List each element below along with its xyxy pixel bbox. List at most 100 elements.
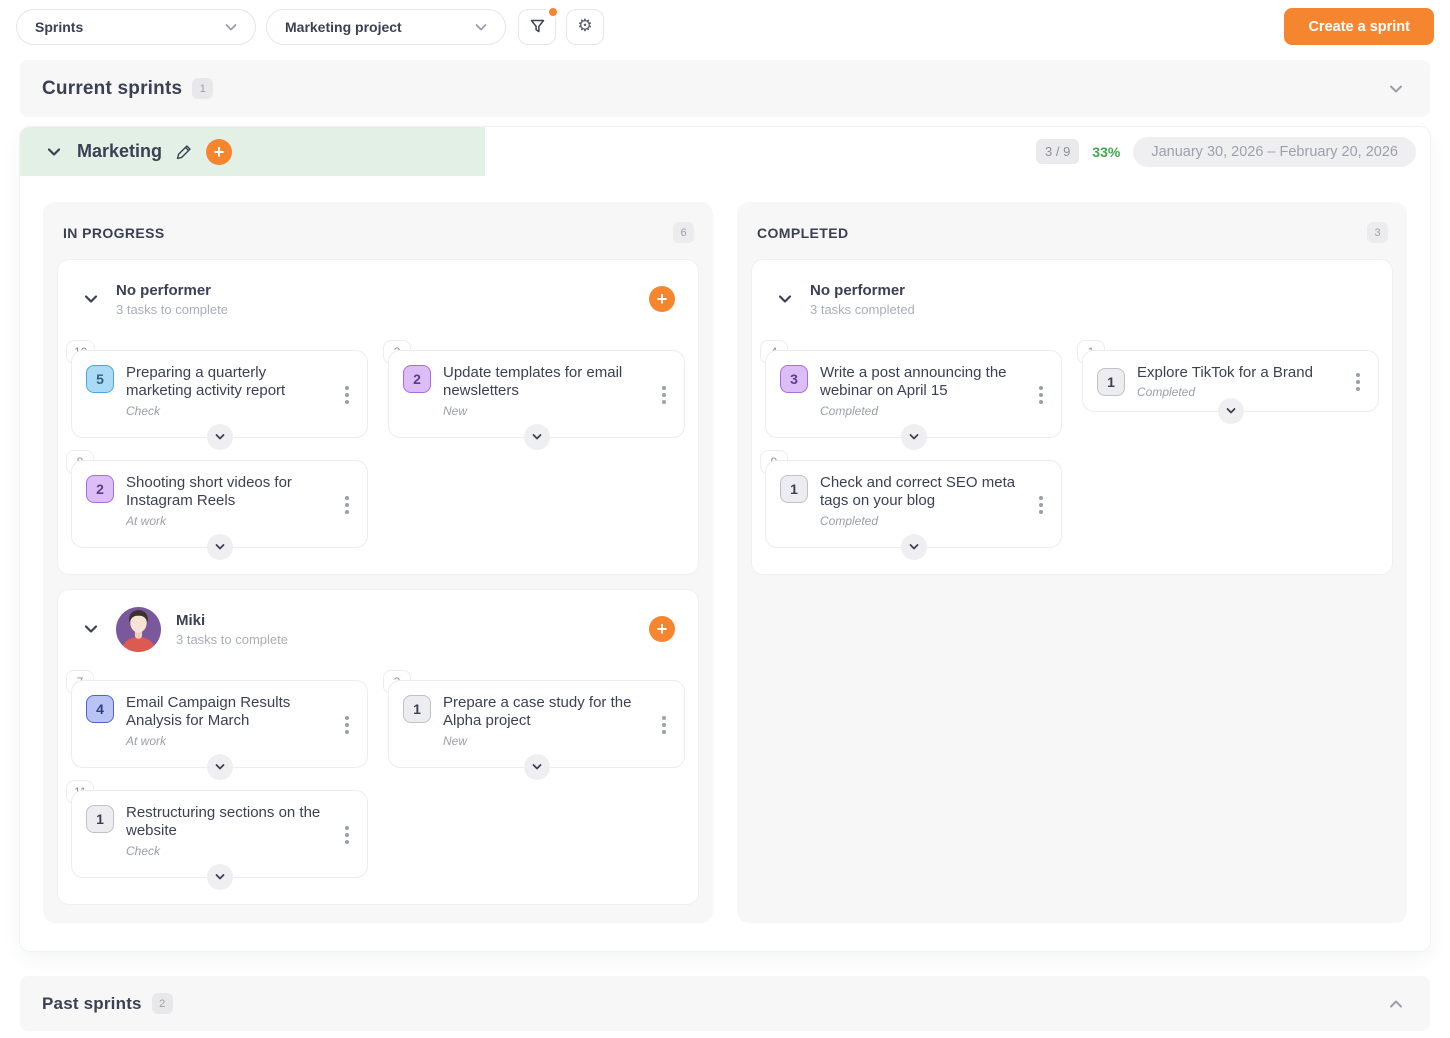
group-miki: Miki 3 tasks to complete + 7 4 Email Cam…	[57, 589, 699, 905]
past-sprints-accordion[interactable]: Past sprints 2	[20, 976, 1430, 1031]
task-card: 3 1 Prepare a case study for the Alpha p…	[383, 670, 685, 780]
group-name: No performer	[810, 281, 906, 299]
task-body[interactable]: 2 Shooting short videos for Instagram Re…	[71, 460, 368, 560]
task-title: Email Campaign Results Analysis for Marc…	[126, 694, 291, 730]
kebab-menu-icon[interactable]	[1348, 369, 1368, 395]
task-card: 7 4 Email Campaign Results Analysis for …	[66, 670, 368, 780]
gear-icon: ⚙	[577, 16, 593, 36]
settings-button[interactable]: ⚙	[566, 8, 604, 45]
task-points-badge: 2	[403, 365, 431, 393]
expand-task-button[interactable]	[523, 424, 550, 450]
sprint-board: IN PROGRESS 6 No performer 3 tasks to co…	[20, 176, 1430, 951]
sprint-header: Marketing + 3 / 9 33% January 30, 2026 –…	[20, 127, 1430, 176]
group-header: No performer 3 tasks completed	[765, 260, 1379, 338]
kebab-menu-icon[interactable]	[1031, 382, 1051, 408]
column-count-badge: 3	[1367, 222, 1388, 243]
task-points-badge: 1	[86, 805, 114, 833]
task-title: Prepare a case study for the Alpha proje…	[443, 694, 632, 730]
task-status: At work	[126, 733, 167, 748]
task-points-badge: 1	[1097, 367, 1125, 396]
task-card: 11 1 Restructuring sections on the websi…	[66, 780, 368, 890]
group-name: Miki	[176, 611, 206, 629]
group-header: Miki 3 tasks to complete +	[71, 590, 685, 668]
create-sprint-button[interactable]: Create a sprint	[1284, 8, 1434, 45]
task-status: Completed	[1137, 385, 1196, 400]
task-status: At work	[126, 513, 167, 528]
past-sprints-title: Past sprints	[42, 993, 142, 1013]
chevron-down-icon[interactable]	[81, 289, 101, 309]
task-title: Check and correct SEO meta tags on your …	[820, 474, 1016, 510]
kebab-menu-icon[interactable]	[337, 492, 357, 518]
column-header: IN PROGRESS 6	[57, 216, 699, 245]
task-title: Update templates for email newsletters	[443, 364, 623, 400]
expand-task-button[interactable]	[1217, 398, 1244, 425]
task-grid: 10 5 Preparing a quarterly marketing act…	[66, 338, 685, 574]
task-card: 2 2 Update templates for email newslette…	[383, 340, 685, 450]
task-status: Check	[126, 403, 161, 418]
chevron-down-icon[interactable]	[775, 289, 795, 309]
add-task-button[interactable]: +	[649, 286, 675, 312]
group-subtitle: 3 tasks completed	[810, 301, 915, 317]
task-title: Shooting short videos for Instagram Reel…	[126, 474, 292, 510]
task-card: 8 2 Shooting short videos for Instagram …	[66, 450, 368, 560]
task-points-badge: 4	[86, 695, 114, 723]
task-title: Write a post announcing the webinar on A…	[820, 364, 1007, 400]
task-points-badge: 5	[86, 365, 114, 393]
task-body[interactable]: 1 Restructuring sections on the website …	[71, 790, 368, 890]
funnel-icon	[529, 18, 546, 35]
task-body[interactable]: 3 Write a post announcing the webinar on…	[765, 350, 1062, 450]
expand-task-button[interactable]	[900, 424, 927, 450]
expand-task-button[interactable]	[206, 534, 233, 560]
task-body[interactable]: 1 Prepare a case study for the Alpha pro…	[388, 680, 685, 780]
task-status: New	[443, 403, 468, 418]
group-subtitle: 3 tasks to complete	[176, 631, 288, 647]
task-points-badge: 1	[780, 475, 808, 503]
kebab-menu-icon[interactable]	[654, 712, 674, 738]
kebab-menu-icon[interactable]	[654, 382, 674, 408]
add-task-button[interactable]: +	[649, 616, 675, 642]
project-dropdown[interactable]: Marketing project	[266, 8, 506, 45]
chevron-down-icon[interactable]	[81, 619, 101, 639]
filter-button[interactable]	[518, 5, 559, 45]
sprint-card-marketing: Marketing + 3 / 9 33% January 30, 2026 –…	[20, 127, 1430, 951]
chevron-up-icon[interactable]	[1386, 994, 1406, 1014]
expand-task-button[interactable]	[523, 754, 550, 780]
column-completed: COMPLETED 3 No performer 3 tasks complet…	[737, 202, 1407, 923]
task-points-badge: 1	[403, 695, 431, 723]
current-sprints-count: 1	[192, 78, 214, 99]
task-body[interactable]: 2 Update templates for email newsletters…	[388, 350, 685, 450]
kebab-menu-icon[interactable]	[1031, 492, 1051, 518]
expand-task-button[interactable]	[206, 754, 233, 780]
task-body[interactable]: 4 Email Campaign Results Analysis for Ma…	[71, 680, 368, 780]
group-no-performer: No performer 3 tasks to complete + 10 5 …	[57, 259, 699, 575]
task-points-badge: 3	[780, 365, 808, 393]
group-no-performer-completed: No performer 3 tasks completed 4 3 Write…	[751, 259, 1393, 575]
task-grid: 7 4 Email Campaign Results Analysis for …	[66, 668, 685, 904]
top-toolbar: Sprints Marketing project ⚙ Create a spr…	[0, 0, 1450, 45]
sprints-dropdown[interactable]: Sprints	[16, 8, 256, 45]
expand-task-button[interactable]	[900, 534, 927, 560]
filter-notification-dot	[547, 5, 559, 18]
expand-task-button[interactable]	[206, 864, 233, 890]
group-name: No performer	[116, 281, 212, 299]
task-status: Completed	[820, 513, 879, 528]
task-body[interactable]: 1 Explore TikTok for a Brand Completed	[1082, 350, 1379, 425]
expand-task-button[interactable]	[206, 424, 233, 450]
add-task-button[interactable]: +	[206, 138, 233, 165]
kebab-menu-icon[interactable]	[337, 822, 357, 848]
column-in-progress: IN PROGRESS 6 No performer 3 tasks to co…	[43, 202, 713, 923]
kebab-menu-icon[interactable]	[337, 712, 357, 738]
task-points-badge: 2	[86, 475, 114, 503]
task-body[interactable]: 5 Preparing a quarterly marketing activi…	[71, 350, 368, 450]
task-card: 1 1 Explore TikTok for a Brand Completed	[1077, 340, 1379, 425]
chevron-down-icon[interactable]	[1386, 79, 1406, 99]
current-sprints-accordion[interactable]: Current sprints 1	[20, 60, 1430, 117]
task-title: Restructuring sections on the website	[126, 804, 321, 840]
sprint-header-left: Marketing +	[20, 127, 485, 176]
task-title: Preparing a quarterly marketing activity…	[126, 364, 286, 400]
sprint-name: Marketing	[77, 141, 163, 161]
kebab-menu-icon[interactable]	[337, 382, 357, 408]
chevron-down-icon[interactable]	[44, 142, 64, 162]
task-body[interactable]: 1 Check and correct SEO meta tags on you…	[765, 460, 1062, 560]
edit-pencil-icon[interactable]	[175, 143, 193, 161]
